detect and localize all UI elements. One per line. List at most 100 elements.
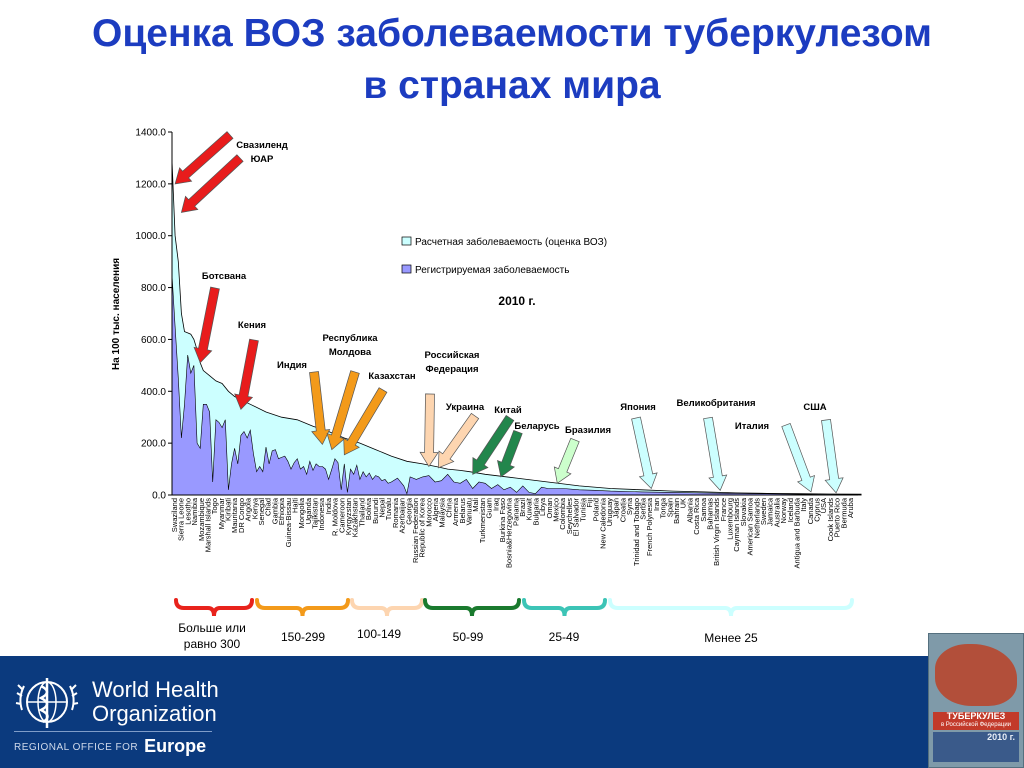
- x-tick-label: Iran: [652, 498, 661, 511]
- annotation-arrow: [781, 422, 815, 493]
- range-label: Менее 25: [704, 631, 758, 645]
- x-tick-label: Cook Islands: [826, 498, 835, 542]
- y-tick-label: 1400.0: [135, 128, 166, 139]
- annotation-label: Кения: [238, 320, 266, 331]
- annotation-arrow: [193, 286, 220, 364]
- x-tick-label: Haiti: [291, 498, 300, 513]
- x-tick-label: Tonga: [659, 497, 668, 518]
- legend-label: Расчетная заболеваемость (оценка ВОЗ): [415, 236, 607, 248]
- who-name-line1: World Health: [92, 677, 219, 702]
- x-tick-label: American Samoa: [746, 497, 755, 555]
- tb-incidence-chart: 0.0 200.0 400.0 600.0 800.0 1000.0 1200.0 1400.…: [111, 128, 862, 651]
- annotation-arrow: [631, 416, 658, 490]
- chart-title: 2010 г.: [498, 294, 535, 308]
- x-tick-label: Syria: [625, 497, 634, 515]
- y-tick-label: 800.0: [141, 283, 166, 294]
- x-tick-label: Samoa: [699, 497, 708, 522]
- x-tick-label: Bermuda: [839, 497, 848, 528]
- tb-report-cover-image: ТУБЕРКУЛЕЗ в Российской Федерации 2010 г…: [928, 633, 1024, 768]
- x-tick-label: Tuvalu: [384, 498, 393, 520]
- annotation-label: Молдова: [329, 347, 372, 358]
- x-tick-label: Myanmar: [217, 498, 226, 530]
- x-tick-label: Azerbaijan: [398, 498, 407, 533]
- y-tick-label: 1000.0: [135, 231, 166, 242]
- range-bracket: [522, 598, 607, 617]
- range-label: 50-99: [453, 630, 484, 644]
- x-tick-label: Cameroon: [337, 498, 346, 533]
- annotation-label: Казахстан: [368, 371, 415, 382]
- range-bracket: [350, 598, 424, 617]
- x-tick-label: Brazil: [518, 498, 527, 517]
- page-title-line1: Оценка ВОЗ заболеваемости туберкулезом: [91, 12, 932, 55]
- x-tick-label: Kiribati: [224, 498, 233, 521]
- who-divider: [14, 731, 212, 732]
- x-tick-label: Seychelles: [565, 498, 574, 535]
- x-tick-label: Romania: [391, 497, 400, 528]
- y-tick-label: 200.0: [141, 439, 166, 450]
- x-tick-label: British Virgin Islands: [712, 498, 721, 566]
- x-tick-label: Bolivia: [364, 497, 373, 520]
- x-tick-label: Chad: [264, 498, 273, 516]
- x-tick-label: Guinea-Bissau: [284, 498, 293, 547]
- x-tick-label: China: [444, 497, 453, 517]
- x-tick-label: Slovakia: [739, 497, 748, 526]
- x-tick-label: Mauritania: [230, 497, 239, 533]
- x-tick-label: Spain: [665, 498, 674, 517]
- annotation-arrow: [234, 338, 259, 411]
- x-tick-label: Morocco: [424, 498, 433, 527]
- x-tick-label: Mozambique: [197, 498, 206, 541]
- who-logo-text: World Health Organization: [92, 678, 219, 726]
- x-tick-label: UK: [679, 498, 688, 508]
- x-tick-label: DR Congo: [237, 498, 246, 533]
- x-tick-label: Libya: [538, 497, 547, 516]
- x-tick-label: Marshall Islands: [204, 498, 213, 552]
- annotation-label: Индия: [277, 360, 307, 371]
- y-tick-label: 600.0: [141, 335, 166, 346]
- who-region: REGIONAL OFFICE FOR Europe: [14, 737, 206, 757]
- annotation-arrow: [703, 416, 728, 491]
- x-tick-label: New Caledonia: [598, 497, 607, 549]
- legend-swatch: [401, 236, 412, 246]
- annotation-arrow: [174, 131, 234, 185]
- x-tick-label: Puerto Rico: [833, 498, 842, 537]
- annotation-label: Италия: [735, 421, 769, 432]
- x-tick-label: Iraq: [491, 498, 500, 511]
- range-label: равно 300: [184, 637, 241, 651]
- x-tick-label: Guam: [485, 498, 494, 518]
- x-tick-label: Algeria: [431, 497, 440, 521]
- x-tick-label: Bulgaria: [531, 497, 540, 525]
- x-tick-label: Burundi: [371, 498, 380, 524]
- legend-label: Регистрируемая заболеваемость: [415, 264, 569, 276]
- x-tick-label: Sweden: [759, 498, 768, 525]
- x-tick-label: Malaysia: [438, 497, 447, 527]
- annotation-label: Российская: [425, 350, 480, 361]
- range-bracket: [423, 598, 521, 617]
- x-tick-label: Kyrgyzstan: [344, 498, 353, 535]
- x-tick-label: Thailand: [357, 498, 366, 527]
- annotation-arrow: [180, 154, 244, 213]
- x-tick-label: Kazakhstan: [351, 498, 360, 537]
- range-bracket: [608, 598, 854, 617]
- x-tick-label: Bahamas: [705, 498, 714, 530]
- x-tick-label: Tunisia: [578, 497, 587, 522]
- annotation-arrow: [553, 437, 580, 484]
- footer-bar: [0, 656, 1024, 768]
- x-tick-label: Mali: [471, 498, 480, 512]
- x-tick-label: Swaziland: [170, 498, 179, 532]
- poster-title-band: ТУБЕРКУЛЕЗ в Российской Федерации: [933, 712, 1019, 730]
- x-tick-label: Cyprus: [813, 498, 822, 522]
- x-tick-label: Panama: [511, 497, 520, 526]
- x-tick-label: Trinidad and Tobago: [632, 498, 641, 566]
- annotation-label: Китай: [494, 405, 522, 416]
- x-tick-label: Turkmenistan: [478, 498, 487, 543]
- range-bracket: [174, 598, 254, 617]
- annotation-arrow: [343, 387, 388, 456]
- poster-subtitle: в Российской Федерации: [940, 722, 1012, 728]
- x-tick-label: Serbia: [639, 497, 648, 520]
- x-tick-label: Iceland: [786, 498, 795, 522]
- who-region-prefix: REGIONAL OFFICE FOR: [14, 742, 139, 753]
- annotation-label: Бразилия: [565, 425, 611, 436]
- x-tick-label: Aruba: [846, 497, 855, 518]
- poster-info: 2010 г.: [933, 732, 1019, 762]
- annotation-arrow: [821, 419, 844, 494]
